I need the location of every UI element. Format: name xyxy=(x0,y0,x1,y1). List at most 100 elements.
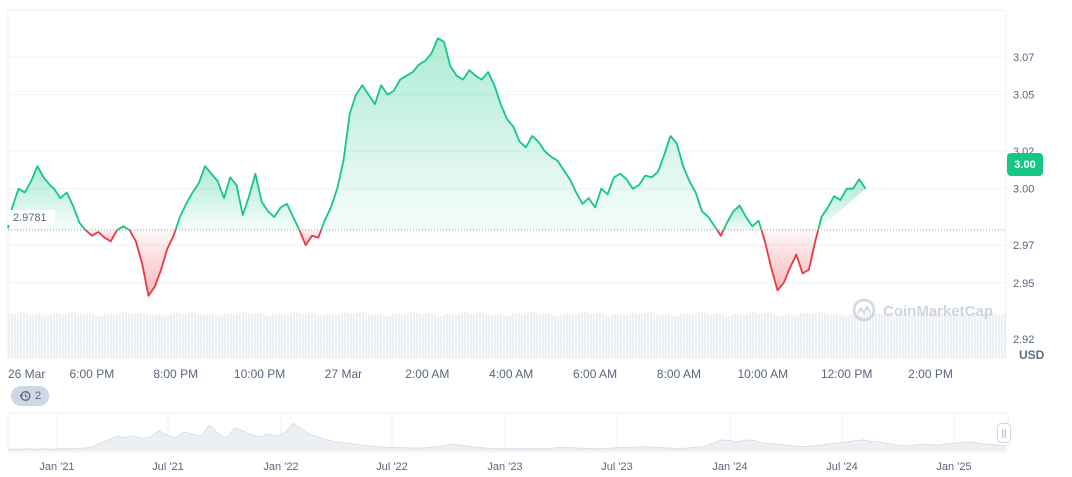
volume-bar xyxy=(524,313,527,358)
x-tick-label: 8:00 AM xyxy=(657,367,701,381)
volume-bar xyxy=(224,313,227,358)
volume-bar xyxy=(149,315,152,358)
volume-bar xyxy=(701,311,704,358)
volume-bar xyxy=(101,315,104,358)
volume-bar xyxy=(446,313,449,358)
price-line-up xyxy=(722,204,763,231)
volume-bar xyxy=(725,316,728,358)
x-tick-label: 2:00 AM xyxy=(405,367,449,381)
volume-bar xyxy=(341,313,344,358)
volume-bar xyxy=(851,313,854,358)
history-button[interactable]: 2 xyxy=(11,386,49,406)
volume-bar xyxy=(83,314,86,358)
volume-bar xyxy=(266,316,269,358)
volume-bar xyxy=(623,315,626,358)
volume-bar xyxy=(80,314,83,358)
volume-bar xyxy=(707,314,710,358)
volume-bar xyxy=(32,315,35,358)
volume-bar xyxy=(401,314,404,358)
volume-bar xyxy=(551,314,554,358)
volume-bar xyxy=(131,314,134,358)
area-below-baseline xyxy=(761,229,819,291)
volume-bar xyxy=(23,312,26,358)
price-line-down xyxy=(716,229,725,237)
volume-bar xyxy=(893,315,896,358)
volume-bar xyxy=(842,315,845,358)
volume-bar xyxy=(476,312,479,358)
volume-bar xyxy=(71,311,74,358)
y-tick-label: 3.05 xyxy=(1013,90,1034,102)
volume-bar xyxy=(305,313,308,358)
volume-bar xyxy=(950,315,953,358)
volume-bar xyxy=(896,316,899,358)
volume-bar xyxy=(221,314,224,358)
volume-bar xyxy=(887,313,890,358)
volume-bar xyxy=(65,314,68,358)
volume-bar xyxy=(956,314,959,358)
volume-bar xyxy=(437,316,440,358)
navigator[interactable]: Jan '21 Jul '21 Jan '22 Jul '22 Jan '23 Jul '… xyxy=(7,412,1009,473)
volume-bar xyxy=(758,313,761,358)
volume-bar xyxy=(773,314,776,358)
volume-bar xyxy=(731,314,734,358)
volume-bar xyxy=(311,312,314,358)
volume-bar xyxy=(461,312,464,358)
volume-bar xyxy=(569,314,572,358)
volume-bar xyxy=(89,313,92,358)
x-tick-label: 12:00 PM xyxy=(821,367,872,381)
volume-bar xyxy=(374,314,377,358)
x-tick-label: 8:00 PM xyxy=(153,367,198,381)
volume-bar xyxy=(737,313,740,358)
volume-bar xyxy=(791,315,794,358)
volume-bar xyxy=(383,315,386,358)
area-above-baseline xyxy=(321,38,717,230)
volume-bar xyxy=(122,311,125,358)
volume-bar xyxy=(449,314,452,358)
volume-bar xyxy=(533,312,536,358)
volume-bar xyxy=(497,313,500,358)
navigator-tick-label: Jul '22 xyxy=(376,461,407,473)
volume-bar xyxy=(203,314,206,358)
volume-bar xyxy=(215,316,218,358)
volume-bar xyxy=(905,313,908,358)
volume-bar xyxy=(167,315,170,358)
volume-bar xyxy=(200,315,203,358)
price-line-up xyxy=(116,225,130,231)
area-below-baseline xyxy=(129,229,176,296)
currency-unit: USD xyxy=(1019,348,1045,362)
volume-bar xyxy=(314,313,317,358)
volume-bar xyxy=(56,313,59,358)
volume-bar xyxy=(347,312,350,358)
volume-bar xyxy=(248,313,251,358)
volume-bar xyxy=(335,316,338,358)
volume-bar xyxy=(932,313,935,358)
volume-bar xyxy=(926,313,929,358)
volume-bar xyxy=(710,314,713,358)
volume-bar xyxy=(743,315,746,358)
volume-bar xyxy=(260,313,263,358)
volume-bar xyxy=(44,315,47,358)
volume-bar xyxy=(875,313,878,358)
price-line-down xyxy=(760,229,820,292)
navigator-handle[interactable]: || xyxy=(997,423,1011,443)
volume-bar xyxy=(329,314,332,358)
volume-bar xyxy=(320,315,323,358)
volume-bar xyxy=(914,315,917,358)
volume-bar xyxy=(473,313,476,358)
volume-bar xyxy=(137,312,140,358)
volume-bar xyxy=(161,314,164,358)
navigator-area xyxy=(8,423,1006,451)
volume-bar xyxy=(173,312,176,358)
volume-bar xyxy=(677,315,680,358)
volume-bar xyxy=(398,313,401,358)
volume-bar xyxy=(74,311,77,358)
volume-bar xyxy=(749,312,752,358)
volume-bar xyxy=(1001,314,1004,358)
volume-bar xyxy=(836,313,839,358)
volume-bar xyxy=(170,314,173,358)
volume-bar xyxy=(344,312,347,358)
volume-bar xyxy=(908,314,911,358)
volume-bar xyxy=(164,315,167,358)
volume-bar xyxy=(752,311,755,358)
